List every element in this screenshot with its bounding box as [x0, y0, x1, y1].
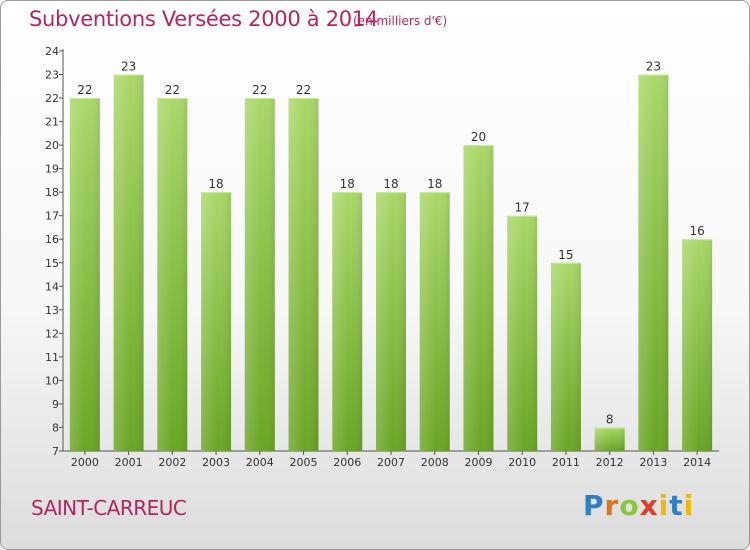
- x-tick-label: 2000: [71, 456, 99, 469]
- bar-shade: [332, 192, 363, 452]
- bar-value-label: 22: [77, 83, 92, 97]
- y-tick-label: 12: [45, 327, 59, 340]
- x-tick-label: 2014: [683, 456, 711, 469]
- bar-value-label: 8: [606, 412, 614, 426]
- chart-subtitle: (en milliers d'€): [353, 14, 448, 28]
- x-tick-label: 2004: [246, 456, 274, 469]
- bar-value-label: 18: [340, 177, 355, 191]
- bar-value-label: 22: [296, 83, 311, 97]
- y-tick-label: 10: [45, 374, 59, 387]
- x-tick-label: 2010: [508, 456, 536, 469]
- y-tick-label: 9: [52, 398, 59, 411]
- bar-value-label: 17: [515, 201, 530, 215]
- bar-value-label: 20: [471, 130, 486, 144]
- bar-value-label: 16: [689, 224, 704, 238]
- x-tick-label: 2011: [552, 456, 580, 469]
- y-tick-label: 17: [45, 210, 59, 223]
- y-tick-label: 20: [45, 139, 59, 152]
- bar-value-label: 22: [165, 83, 180, 97]
- bar-shade: [507, 215, 538, 451]
- y-tick-label: 24: [45, 45, 59, 58]
- y-tick-label: 15: [45, 257, 59, 270]
- bar-value-label: 18: [427, 177, 442, 191]
- chart-title: Subventions Versées 2000 à 2014: [29, 7, 378, 31]
- y-tick-label: 11: [45, 351, 59, 364]
- x-tick-label: 2013: [639, 456, 667, 469]
- y-tick-label: 16: [45, 233, 59, 246]
- bar-shade: [376, 192, 406, 452]
- bar-shade: [288, 98, 319, 451]
- y-tick-label: 18: [45, 186, 59, 199]
- bar-shade: [201, 192, 232, 452]
- bar-shade: [682, 239, 713, 451]
- x-tick-label: 2001: [115, 456, 143, 469]
- x-tick-label: 2012: [596, 456, 624, 469]
- bar-shade: [638, 74, 669, 451]
- x-tick-label: 2002: [158, 456, 186, 469]
- bar-value-label: 23: [646, 60, 661, 74]
- bar-shade: [594, 427, 625, 451]
- x-tick-label: 2003: [202, 456, 230, 469]
- x-tick-label: 2005: [290, 456, 318, 469]
- bar-shade: [463, 145, 494, 451]
- x-tick-label: 2009: [464, 456, 492, 469]
- y-tick-label: 21: [45, 116, 59, 129]
- bar-value-label: 18: [383, 177, 398, 191]
- bar-shade: [157, 98, 188, 451]
- bar-value-label: 15: [558, 248, 573, 262]
- proxiti-logo: Proxiti: [583, 489, 695, 522]
- y-tick-label: 14: [45, 280, 59, 293]
- x-tick-label: 2007: [377, 456, 405, 469]
- bar-value-label: 18: [208, 177, 223, 191]
- x-tick-label: 2008: [421, 456, 449, 469]
- bar-shade: [69, 98, 100, 451]
- y-tick-label: 19: [45, 163, 59, 176]
- y-tick-label: 22: [45, 92, 59, 105]
- y-tick-label: 13: [45, 304, 59, 317]
- y-tick-label: 8: [52, 421, 59, 434]
- bar-shade: [244, 98, 275, 451]
- bar-value-label: 22: [252, 83, 267, 97]
- x-tick-label: 2006: [333, 456, 361, 469]
- y-tick-label: 23: [45, 69, 59, 82]
- bar-value-label: 23: [121, 60, 136, 74]
- bar-shade: [550, 262, 581, 451]
- commune-name: SAINT-CARREUC: [31, 496, 187, 520]
- bar-shade: [419, 192, 450, 452]
- y-tick-label: 7: [52, 445, 59, 458]
- bar-shade: [113, 74, 144, 451]
